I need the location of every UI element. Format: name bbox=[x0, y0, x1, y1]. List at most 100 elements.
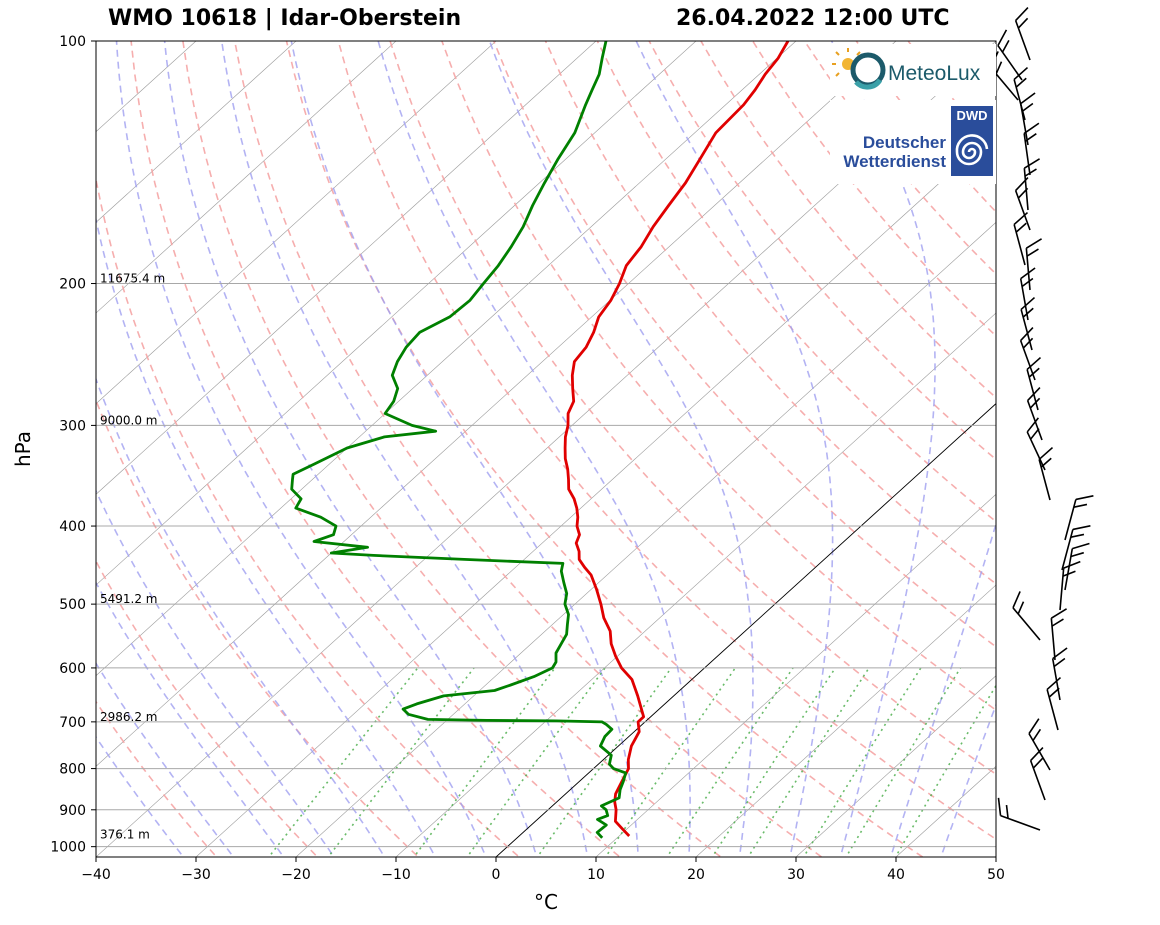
wind-barb-flag bbox=[1050, 608, 1068, 619]
wind-barb-flag bbox=[1072, 525, 1091, 531]
dwd-badge-text: DWD bbox=[956, 108, 988, 123]
isotherm-line bbox=[595, 493, 996, 857]
isotherm-line bbox=[995, 856, 996, 857]
wind-barb-flag bbox=[1038, 446, 1054, 461]
moist-adiabat bbox=[115, 41, 487, 857]
wind-barb-flag bbox=[1021, 277, 1034, 288]
wind-barb bbox=[1050, 608, 1068, 661]
wind-barb-staff bbox=[1014, 190, 1031, 231]
mixing-ratio-line bbox=[747, 667, 870, 857]
y-tick-label: 1000 bbox=[50, 840, 86, 856]
mixing-ratio-line bbox=[666, 667, 794, 857]
wind-barb-staff bbox=[1064, 548, 1074, 591]
mixing-ratio-line bbox=[894, 684, 996, 857]
dry-adiabat bbox=[648, 41, 996, 461]
wind-barb-flag bbox=[1028, 367, 1040, 378]
wind-barb bbox=[1059, 560, 1081, 611]
wind-barb-flag bbox=[1020, 267, 1036, 280]
wind-barb-flag bbox=[997, 797, 1002, 816]
wind-barb-flag bbox=[1046, 676, 1062, 691]
wind-barb-flag bbox=[1022, 307, 1034, 318]
wind-barb-flag bbox=[1024, 133, 1037, 142]
wind-barb-flag bbox=[1005, 804, 1009, 819]
wind-barb-flag bbox=[1015, 77, 1027, 88]
isotherm-line bbox=[96, 41, 397, 314]
wind-barb-flag bbox=[1013, 211, 1029, 226]
wind-barb-staff bbox=[1019, 103, 1029, 146]
dwd-badge: DWD bbox=[951, 106, 993, 176]
moist-adiabat bbox=[635, 41, 834, 857]
dry-adiabat bbox=[1115, 41, 1160, 864]
dry-adiabat bbox=[285, 41, 925, 857]
wind-barb-flag bbox=[1048, 687, 1060, 698]
wind-barb-flag bbox=[1015, 6, 1029, 22]
wind-barb-flag bbox=[1075, 495, 1094, 501]
wind-barb-flag bbox=[1063, 560, 1081, 569]
wind-barb-staff bbox=[1014, 20, 1031, 61]
x-axis-label: °C bbox=[534, 890, 558, 914]
dry-adiabat bbox=[96, 700, 218, 857]
moist-adiabat bbox=[96, 216, 437, 857]
dry-adiabat bbox=[96, 175, 521, 857]
y-tick-label: 800 bbox=[59, 762, 86, 778]
wind-barb-flag bbox=[1030, 746, 1044, 762]
wind-barb-flag bbox=[1072, 542, 1090, 550]
wind-barb-staff bbox=[1029, 760, 1046, 801]
moist-adiabat bbox=[96, 376, 386, 857]
wind-barb bbox=[1026, 386, 1043, 441]
y-tick-label: 900 bbox=[59, 803, 86, 819]
dry-adiabat bbox=[596, 41, 996, 523]
isotherm-line bbox=[695, 584, 996, 857]
wind-barb bbox=[997, 29, 1023, 81]
wind-barb-flag bbox=[1026, 417, 1039, 433]
wind-barb-staff bbox=[1050, 618, 1056, 661]
wind-barb-flag bbox=[1015, 176, 1029, 192]
wind-barb-staff bbox=[1013, 224, 1026, 266]
wind-barb-flag bbox=[1023, 122, 1040, 135]
wind-barb-flag bbox=[1027, 386, 1041, 402]
height-label: 9000.0 m bbox=[100, 413, 158, 427]
isotherm-line bbox=[96, 41, 597, 495]
dewpoint-profile bbox=[290, 41, 628, 839]
wind-barb-staff bbox=[1059, 568, 1065, 611]
isotherm-line bbox=[96, 41, 297, 223]
height-label: 5491.2 m bbox=[100, 592, 158, 606]
y-tick-label: 200 bbox=[59, 277, 86, 293]
mixing-ratio-line bbox=[604, 667, 736, 857]
background-lines bbox=[96, 41, 1160, 864]
wind-barb-flag bbox=[1032, 757, 1044, 769]
wind-barb-staff bbox=[1064, 499, 1077, 541]
wind-barbs bbox=[990, 6, 1094, 831]
mixing-ratio-line bbox=[413, 667, 556, 857]
axes: −40 −30 −20 −10 0 10 20 30 40 50 100 200 300 400 500 60… bbox=[11, 34, 1005, 914]
wind-barb-flag bbox=[1015, 222, 1027, 233]
sounding-profiles bbox=[290, 41, 790, 839]
isotherm-line bbox=[96, 41, 697, 586]
wind-barb-flag bbox=[997, 29, 1008, 46]
wind-barb-flag bbox=[1017, 601, 1025, 615]
x-tick-label: −30 bbox=[181, 867, 211, 883]
wind-barb-flag bbox=[1029, 397, 1041, 409]
wind-barb bbox=[1013, 66, 1029, 121]
wind-barb-flag bbox=[1020, 92, 1036, 105]
wind-barb bbox=[1014, 6, 1031, 61]
wind-barb bbox=[1061, 525, 1091, 571]
wind-barb-flag bbox=[1026, 248, 1039, 257]
wind-barb-flag bbox=[1022, 337, 1034, 349]
wind-barb-flag bbox=[1017, 187, 1029, 199]
x-tick-label: 50 bbox=[987, 867, 1005, 883]
y-tick-label: 300 bbox=[59, 418, 86, 434]
moist-adiabat bbox=[220, 41, 589, 857]
wind-barb-flag bbox=[1001, 39, 1010, 53]
wind-barb-flag bbox=[1062, 570, 1076, 577]
mixing-ratio-line bbox=[845, 667, 962, 857]
dry-adiabat bbox=[130, 41, 622, 857]
wind-barb bbox=[997, 797, 1041, 831]
dry-adiabat bbox=[182, 41, 723, 857]
wind-barb-flag bbox=[1030, 428, 1040, 440]
wind-barb bbox=[1019, 92, 1036, 146]
isotherm-line bbox=[96, 41, 897, 767]
y-tick-label: 600 bbox=[59, 661, 86, 677]
wind-barb-flag bbox=[1013, 66, 1029, 81]
dry-adiabat bbox=[233, 41, 824, 857]
